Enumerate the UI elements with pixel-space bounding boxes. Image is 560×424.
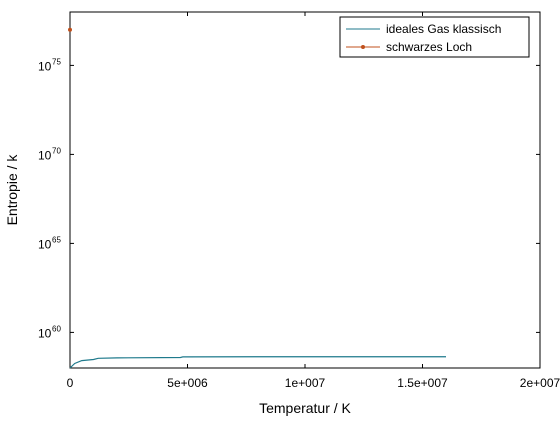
legend-marker-black-hole [361,45,365,49]
y-tick-label-base: 10 [38,237,52,251]
x-tick-label: 5e+006 [167,376,208,390]
y-tick-label-base: 10 [38,148,52,162]
x-tick-label: 0 [67,376,74,390]
y-tick-label-exponent: 60 [52,324,61,333]
y-tick-label-exponent: 65 [52,235,61,244]
series-layer [68,27,446,369]
plot-frame [69,11,541,369]
y-tick-label-exponent: 70 [52,146,61,155]
y-tick-label-base: 10 [38,59,52,73]
legend-label-ideal-gas: ideales Gas klassisch [386,22,501,36]
x-tick-label: 1e+007 [285,376,326,390]
y-axis-title: Entropie / k [4,154,20,226]
legend-box [339,16,530,58]
legend: ideales Gas klassisch schwarzes Loch [339,16,530,58]
series-point-1 [68,27,72,32]
y-tick-label-exponent: 75 [52,57,61,66]
y-tick-label-base: 10 [38,326,52,340]
x-axis-title: Temperatur / K [259,400,351,416]
x-tick-label: 1.5e+007 [397,376,448,390]
x-tick-label: 2e+007 [520,376,560,390]
series-line-0 [69,356,446,369]
legend-label-black-hole: schwarzes Loch [386,40,472,54]
